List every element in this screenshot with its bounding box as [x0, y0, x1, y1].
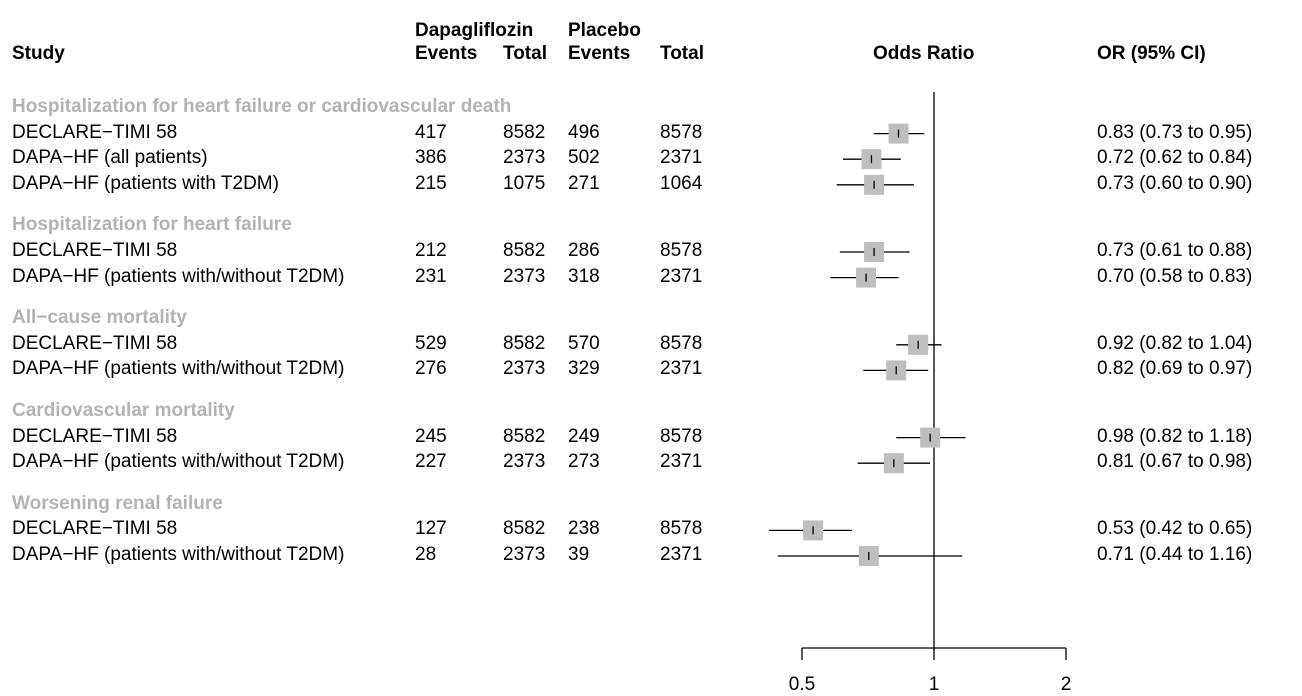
placebo-events: 318 — [568, 265, 600, 287]
dapa-events: 127 — [415, 518, 447, 540]
study-name: DAPA−HF (patients with/without T2DM) — [12, 544, 345, 565]
placebo-events: 238 — [568, 518, 600, 540]
header-placebo-total: Total — [660, 43, 704, 64]
dapa-events: 28 — [415, 544, 437, 565]
group-title: All−cause mortality — [12, 307, 187, 329]
study-name: DAPA−HF (patients with/without T2DM) — [12, 358, 345, 380]
study-name: DECLARE−TIMI 58 — [12, 332, 178, 354]
header-placebo: Placebo — [568, 20, 641, 41]
header-dapa-events: Events — [415, 43, 478, 64]
or-ci-label: 0.70 (0.58 to 0.83) — [1097, 265, 1253, 287]
placebo-total: 8578 — [660, 121, 703, 143]
dapa-total: 2373 — [503, 265, 546, 287]
or-ci-label: 0.73 (0.60 to 0.90) — [1097, 172, 1253, 194]
study-name: DAPA−HF (patients with/without T2DM) — [12, 451, 345, 473]
placebo-total: 2371 — [660, 358, 703, 380]
header-or-ci: OR (95% CI) — [1097, 43, 1206, 64]
header-study: Study — [12, 43, 65, 64]
or-ci-label: 0.72 (0.62 to 0.84) — [1097, 147, 1253, 169]
or-ci-label: 0.81 (0.67 to 0.98) — [1097, 451, 1253, 473]
dapa-events: 276 — [415, 358, 447, 380]
study-name: DAPA−HF (all patients) — [12, 147, 208, 169]
dapa-events: 231 — [415, 265, 447, 287]
or-ci-label: 0.53 (0.42 to 0.65) — [1097, 518, 1253, 540]
placebo-total: 8578 — [660, 425, 703, 447]
study-name: DECLARE−TIMI 58 — [12, 240, 178, 261]
x-tick-label: 2 — [1061, 674, 1072, 695]
dapa-total: 8582 — [503, 240, 546, 261]
group-title: Hospitalization for heart failure — [12, 214, 292, 236]
dapa-total: 1075 — [503, 172, 546, 194]
study-name: DECLARE−TIMI 58 — [12, 518, 178, 540]
dapa-total: 2373 — [503, 451, 546, 473]
or-ci-label: 0.92 (0.82 to 1.04) — [1097, 332, 1253, 354]
placebo-events: 39 — [568, 544, 590, 565]
or-ci-label: 0.83 (0.73 to 0.95) — [1097, 121, 1253, 143]
dapa-events: 215 — [415, 172, 447, 194]
dapa-events: 386 — [415, 147, 447, 169]
dapa-total: 2373 — [503, 358, 546, 380]
placebo-total: 2371 — [660, 147, 703, 169]
study-name: DAPA−HF (patients with T2DM) — [12, 172, 279, 194]
or-ci-label: 0.71 (0.44 to 1.16) — [1097, 544, 1253, 565]
dapa-total: 8582 — [503, 332, 546, 354]
placebo-total: 2371 — [660, 544, 703, 565]
study-name: DECLARE−TIMI 58 — [12, 121, 178, 143]
placebo-events: 496 — [568, 121, 600, 143]
placebo-total: 8578 — [660, 518, 703, 540]
header-odds-ratio: Odds Ratio — [873, 43, 975, 64]
or-ci-label: 0.82 (0.69 to 0.97) — [1097, 358, 1253, 380]
dapa-events: 245 — [415, 425, 447, 447]
study-name: DECLARE−TIMI 58 — [12, 425, 178, 447]
placebo-events: 502 — [568, 147, 600, 169]
header-dapagliflozin: Dapagliflozin — [415, 20, 534, 41]
placebo-total: 1064 — [660, 172, 703, 194]
or-ci-label: 0.98 (0.82 to 1.18) — [1097, 425, 1253, 447]
x-tick-label: 0.5 — [789, 674, 815, 695]
placebo-total: 8578 — [660, 240, 703, 261]
dapa-total: 2373 — [503, 147, 546, 169]
header-dapa-total: Total — [503, 43, 547, 64]
dapa-events: 529 — [415, 332, 447, 354]
header-placebo-events: Events — [568, 43, 631, 64]
x-tick-label: 1 — [929, 674, 940, 695]
dapa-total: 8582 — [503, 425, 546, 447]
placebo-events: 273 — [568, 451, 600, 473]
placebo-events: 570 — [568, 332, 600, 354]
placebo-events: 271 — [568, 172, 600, 194]
dapa-events: 212 — [415, 240, 447, 261]
dapa-events: 417 — [415, 121, 447, 143]
dapa-total: 8582 — [503, 518, 546, 540]
placebo-events: 249 — [568, 425, 600, 447]
placebo-total: 2371 — [660, 265, 703, 287]
dapa-events: 227 — [415, 451, 447, 473]
placebo-events: 286 — [568, 240, 600, 261]
group-title: Cardiovascular mortality — [12, 400, 235, 421]
study-name: DAPA−HF (patients with/without T2DM) — [12, 265, 345, 287]
placebo-total: 8578 — [660, 332, 703, 354]
placebo-total: 2371 — [660, 451, 703, 473]
placebo-events: 329 — [568, 358, 600, 380]
group-title: Hospitalization for heart failure or car… — [12, 96, 512, 117]
or-ci-label: 0.73 (0.61 to 0.88) — [1097, 240, 1253, 261]
group-title: Worsening renal failure — [12, 492, 223, 514]
dapa-total: 2373 — [503, 544, 546, 565]
dapa-total: 8582 — [503, 121, 546, 143]
